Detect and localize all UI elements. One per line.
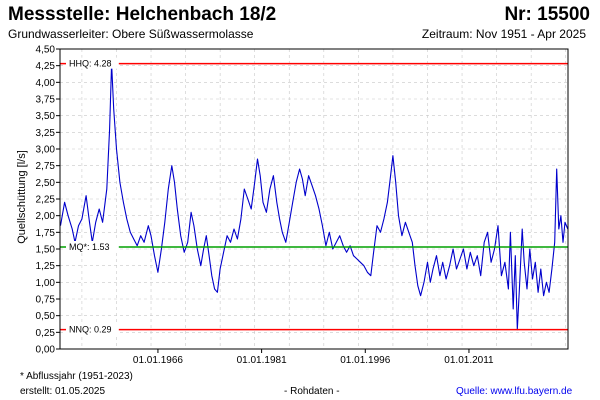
- mq-line-label-bg: [66, 241, 119, 252]
- y-tick-label: 3,25: [36, 128, 56, 139]
- y-tick-label: 2,25: [36, 195, 56, 206]
- nnq-line-label-bg: [66, 323, 119, 335]
- station-title: Messstelle: Helchenbach 18/2: [8, 4, 277, 25]
- y-axis-label: Quellschüttung [l/s]: [16, 150, 28, 244]
- y-tick-label: 0,75: [36, 295, 56, 306]
- created-date: erstellt: 01.05.2025: [20, 386, 106, 397]
- footnote-hydrological-year: * Abflussjahr (1951-2023): [20, 371, 133, 382]
- source-label: Quelle:: [456, 386, 491, 397]
- y-tick-label: 3,50: [36, 111, 56, 122]
- source-link[interactable]: www.lfu.bayern.de: [490, 386, 573, 397]
- y-tick-label: 3,00: [36, 145, 56, 156]
- source-credit: Quelle: www.lfu.bayern.de: [456, 386, 572, 397]
- y-tick-label: 0,25: [36, 328, 56, 339]
- aquifer-label: Grundwasserleiter: Obere Süßwassermolass…: [8, 27, 254, 41]
- y-tick-label: 0,50: [36, 311, 56, 322]
- plot-frame: [59, 48, 569, 350]
- nnq-line-label: NNQ: 0.29: [69, 325, 112, 335]
- y-tick-label: 4,00: [36, 78, 56, 89]
- y-tick-label: 1,25: [36, 261, 56, 272]
- hhq-line-label: HHQ: 4.28: [69, 59, 112, 69]
- y-tick-label: 1,75: [36, 228, 56, 239]
- x-tick-label: 01.01.1981: [237, 355, 287, 366]
- discharge-series-line: [59, 63, 569, 331]
- y-tick-label: 3,75: [36, 95, 56, 106]
- x-tick-label: 01.01.1966: [133, 355, 183, 366]
- y-tick-label: 1,00: [36, 278, 56, 289]
- rawdata-label: - Rohdaten -: [284, 386, 340, 397]
- y-tick-label: 0,00: [36, 345, 56, 356]
- station-number: Nr: 15500: [504, 4, 590, 25]
- y-tick-label: 4,25: [36, 61, 56, 72]
- y-tick-label: 2,00: [36, 211, 56, 222]
- y-tick-label: 1,50: [36, 245, 56, 256]
- y-tick-label: 4,50: [36, 45, 56, 56]
- y-tick-label: 2,75: [36, 161, 56, 172]
- hhq-line-label-bg: [66, 57, 119, 69]
- x-tick-label: 01.01.2011: [444, 355, 494, 366]
- mq-line-label: MQ*: 1.53: [69, 242, 110, 252]
- x-tick-label: 01.01.1996: [340, 355, 390, 366]
- period-label: Zeitraum: Nov 1951 - Apr 2025: [421, 27, 586, 41]
- y-tick-label: 2,50: [36, 178, 56, 189]
